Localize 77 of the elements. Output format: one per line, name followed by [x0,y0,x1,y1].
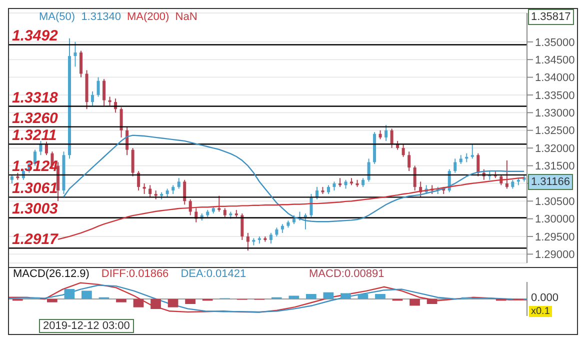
candlestick [505,160,508,190]
candlestick [80,50,83,78]
candlestick [413,165,416,191]
candlestick [402,144,405,158]
bar [358,294,368,299]
annotation: x0.1 [529,306,552,317]
annotation: 0.000 [531,292,559,304]
bar [288,296,300,299]
bar [168,299,178,308]
candlestick [39,140,42,156]
text: 1.31166 [528,174,573,190]
candlestick [476,152,480,177]
bar [340,293,351,299]
y-tick-label: 1.33000 [535,108,575,120]
y-tick-label: 1.30500 [535,196,575,208]
candlestick [470,144,474,160]
candlestick [218,195,221,212]
candlestick [384,124,388,142]
bar [82,290,92,299]
candlestick [120,106,123,138]
candlestick [102,78,106,106]
candlestick [240,212,244,241]
bar [64,289,75,299]
y-tick-label: 1.34000 [535,72,575,84]
candlestick [148,184,152,198]
y-tick-label: 1.32500 [535,125,575,138]
y-tick-label: 1.35000 [535,36,575,49]
y-tick-label: 1.29000 [535,249,575,262]
y-tick-label: 1.30000 [535,214,575,226]
candlestick [367,158,370,182]
text: MA(50) [39,11,76,23]
ref-line-label: 1.2917 [12,231,59,248]
bar [323,292,334,299]
ref-line-label: 1.3260 [12,110,59,127]
bar [46,299,58,302]
y-tick-label: 1.29500 [535,231,575,244]
y-tick-label: 1.34500 [535,54,575,66]
y-tick-label: 1.32000 [535,142,575,155]
text: MA(200) [126,11,170,23]
chart-title: MACD(26.12.9) [13,268,90,280]
candlestick [310,194,313,218]
bar [116,299,126,302]
candlestick [44,141,48,156]
candlestick [183,179,186,206]
ref-line-label: 1.3318 [12,89,59,106]
candlestick [269,232,272,244]
text: 1.35817 [528,9,574,25]
candlestick [390,128,394,149]
bar [185,299,196,304]
ref-line-label: 1.3492 [12,28,59,45]
text: DEA:0.01421 [180,268,246,280]
bar [150,299,161,309]
series-label: MACD:0.00891 [309,268,384,280]
bar [133,299,144,308]
y-tick-label: 1.31500 [535,160,575,173]
y-tick-label: 1.33500 [535,90,575,102]
ref-line-label: 1.3211 [12,127,57,144]
ref-line-label: 1.3003 [12,200,59,218]
annotation: NaN [175,11,198,23]
bar [306,294,316,299]
candlestick [454,158,457,174]
candlestick [408,151,411,172]
ref-line-label: 1.3061 [12,180,58,198]
candlestick [131,148,134,177]
annotation: 1.31340 [81,11,121,23]
candlestick [74,41,77,68]
candlestick [91,90,94,106]
bar [410,299,420,306]
candlestick [304,212,307,230]
series-label: DIFF:0.01866 [101,268,169,280]
candlestick [177,178,180,190]
candlestick [137,170,140,191]
bar [426,299,438,304]
text: 2019-12-12 03:00 [39,319,134,333]
candlestick [246,232,250,252]
candlestick [96,76,100,98]
bar [375,294,386,299]
